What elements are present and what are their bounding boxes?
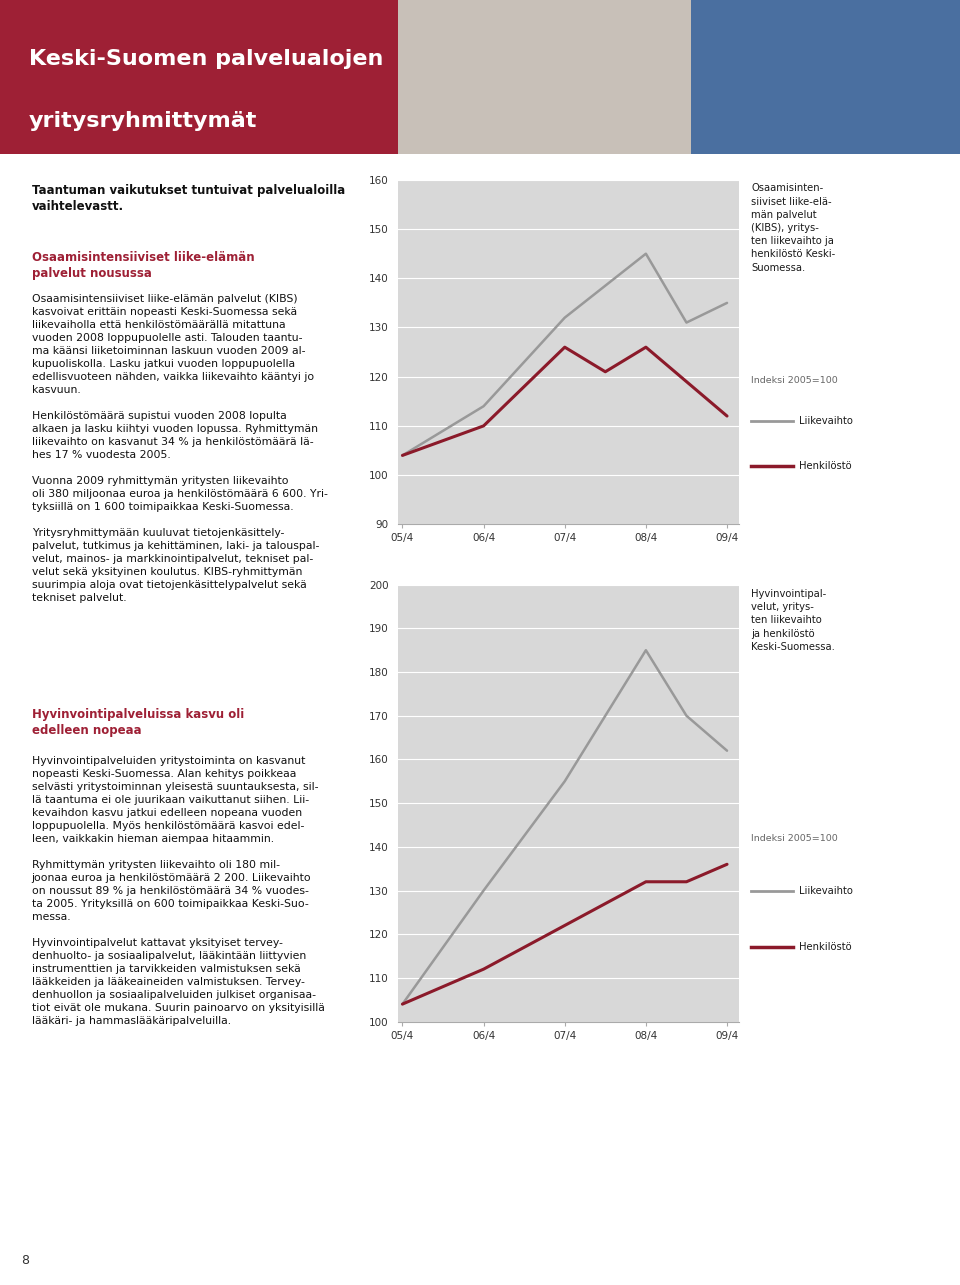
Text: Osaamisinten-
siiviset liike-elä-
män palvelut
(KIBS), yritys-
ten liikevaihto j: Osaamisinten- siiviset liike-elä- män pa… [751, 184, 835, 272]
Text: Osaamisintensiiviset liike-elämän palvelut (KIBS)
kasvoivat erittäin nopeasti Ke: Osaamisintensiiviset liike-elämän palvel… [32, 293, 327, 604]
Text: Keski-Suomen palvelualojen: Keski-Suomen palvelualojen [29, 49, 383, 69]
Bar [0, 0, 398, 154]
Text: Indeksi 2005=100: Indeksi 2005=100 [751, 377, 838, 386]
Text: 8: 8 [21, 1254, 29, 1267]
Text: Indeksi 2005=100: Indeksi 2005=100 [751, 834, 838, 843]
Text: Liikevaihto: Liikevaihto [799, 885, 852, 896]
Text: Osaamisintensiiviset liike-elämän
palvelut nousussa: Osaamisintensiiviset liike-elämän palvel… [32, 251, 254, 280]
Text: Hyvinvointipalveluissa kasvu oli
edelleen nopeaa: Hyvinvointipalveluissa kasvu oli edellee… [32, 708, 244, 738]
Text: Hyvinvointipalveluiden yritystoiminta on kasvanut
nopeasti Keski-Suomessa. Alan : Hyvinvointipalveluiden yritystoiminta on… [32, 756, 324, 1027]
Text: Henkilöstö: Henkilöstö [799, 942, 852, 952]
Text: Liikevaihto: Liikevaihto [799, 416, 852, 425]
Text: Taantuman vaikutukset tuntuivat palvelualoilla
vaihtelevastt.: Taantuman vaikutukset tuntuivat palvelua… [32, 184, 345, 213]
Text: Henkilöstö: Henkilöstö [799, 461, 852, 470]
Text: Hyvinvointipal-
velut, yritys-
ten liikevaihto
ja henkilöstö
Keski-Suomessa.: Hyvinvointipal- velut, yritys- ten liike… [751, 589, 835, 651]
Text: yritysryhmittymät: yritysryhmittymät [29, 111, 257, 131]
Bar [691, 0, 960, 154]
Bar [398, 0, 691, 154]
